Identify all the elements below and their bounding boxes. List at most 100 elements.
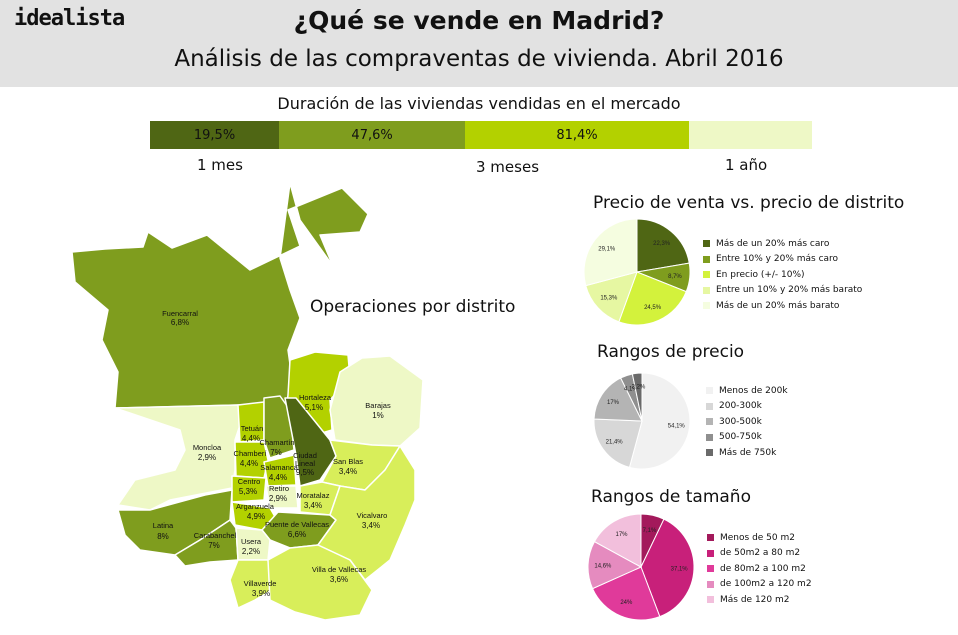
duration-segment: 81,4% [465,121,689,149]
pie3-value-label: 7,1% [643,528,657,534]
pie1-value-label: 8,7% [668,274,682,280]
pie1-title: Precio de venta vs. precio de distrito [593,193,905,213]
legend-swatch [706,418,713,426]
duration-segment: 19,5% [150,121,280,149]
legend-swatch [707,580,714,588]
label-ciudad-lineal-name-2: Lineal [295,459,315,468]
pie3-legend-item: de 80m2 a 100 m2 [707,561,812,577]
pie3-value-label: 14,6% [594,563,612,569]
header: idealista ¿Qué se vende en Madrid? Análi… [0,0,958,87]
label-retiro-value: 2,9% [269,494,287,503]
pie3-slice [591,566,661,621]
tick-3-meses: 3 meses [476,158,540,176]
district-ciudad-lineal [284,397,337,487]
legend-swatch [706,387,713,395]
label-moncloa-name: Moncloa [193,443,222,452]
label-carabanchel-name: Carabanchel [194,531,237,540]
label-villa-vallecas-name: Villa de Vallecas [312,565,367,574]
pie2-title: Rangos de precio [597,342,745,362]
legend-swatch [707,534,714,542]
label-villa-vallecas-value: 3,6% [330,575,348,584]
legend-swatch [703,255,710,263]
pie2-value-label: 4,1% [624,386,638,392]
pie2-value-label: 17% [607,400,620,406]
pie1-legend-item: Más de un 20% más barato [703,298,862,314]
duration-segment [688,121,812,149]
pie2-value-label: 21,4% [606,439,624,445]
legend-swatch [707,596,714,604]
label-latina-value: 8% [157,532,169,541]
label-san-blas-name: San Blas [333,457,363,466]
idealista-logo: idealista [14,6,125,31]
pie3-slice [593,513,642,568]
label-villaverde-name: Villaverde [244,579,277,588]
district-chamartin [263,395,295,459]
label-puente-vallecas-value: 6,6% [288,530,306,539]
label-usera-value: 2,2% [242,547,260,556]
duration-bar: 19,5% 47,6% 81,4% [150,121,812,149]
label-moratalaz-value: 3,4% [304,501,322,510]
label-ciudad-lineal-value: 9,5% [296,468,314,477]
pie2-legend: Menos de 200k 200-300k 300-500k 500-750k… [706,383,788,461]
legend-swatch [707,549,714,557]
pie3-legend: Menos de 50 m2 de 50m2 a 80 m2 de 80m2 a… [707,530,812,608]
pie2-slice [593,377,643,422]
legend-swatch [703,286,710,294]
label-tetuan-value: 4,4% [242,434,260,443]
pie3-legend-item: de 50m2 a 80 m2 [707,546,812,562]
pie3-title: Rangos de tamaño [591,487,751,507]
pie1-slice [618,271,687,326]
district-retiro [265,485,299,509]
district-barajas [329,355,424,447]
label-san-blas-value: 3,4% [339,467,357,476]
label-tetuan-name: Tetuán [241,424,264,433]
pie3-legend-item: de 100m2 a 120 m2 [707,577,812,593]
pie1-legend-item: En precio (+/- 10%) [703,267,862,283]
legend-swatch [706,449,713,457]
pie1-value-label: 24,5% [644,305,662,311]
label-villaverde-value: 3,9% [252,589,270,598]
district-usera [235,527,271,561]
label-moncloa-value: 2,9% [198,453,216,462]
duration-title: Duración de las viviendas vendidas en el… [277,94,681,113]
label-chamartin-value: 7% [270,448,282,457]
label-vicalvaro-value: 3,4% [362,521,380,530]
page-title: ¿Qué se vende en Madrid? [293,6,665,35]
pie1-value-label: 22,3% [653,241,671,247]
pie1-legend-item: Más de un 20% más caro [703,236,862,252]
pie1-value-label: 15,3% [600,296,618,302]
label-barajas-name: Barajas [365,401,391,410]
pie3-value-label: 24% [620,600,633,606]
district-villa-vallecas [267,544,373,621]
pie2-slice [631,372,643,422]
pie3-legend-item: Menos de 50 m2 [707,530,812,546]
pie3-value-label: 17% [616,532,629,538]
pie2-legend-item: Más de 750k [706,445,788,461]
label-salamanca-name: Salamanca [260,463,298,472]
pie1-value-label: 29,1% [598,247,616,253]
pie1-slice [585,271,638,323]
duration-segment: 47,6% [279,121,466,149]
label-hortaleza-name: Hortaleza [299,393,332,402]
pie2-slice [593,418,643,468]
pie1-slice [583,218,638,287]
tick-1-mes: 1 mes [197,156,243,174]
label-chamberi-value: 4,4% [240,459,258,468]
pie2-legend-item: 500-750k [706,430,788,446]
pie3-value-label: 37,1% [671,567,689,573]
label-puente-vallecas-name: Puente de Vallecas [265,520,329,529]
page-subtitle: Análisis de las compraventas de vivienda… [174,46,784,72]
pie2-value-label: 54,1% [668,424,686,430]
label-vicalvaro-name: Vicalvaro [357,511,388,520]
label-chamberi-name: Chamberí [234,449,268,458]
label-fuencarral-value: 6,8% [171,318,189,327]
label-usera-name: Usera [241,537,262,546]
label-centro-name: Centro [238,477,261,486]
label-fuencarral-name: Fuencarral [162,309,198,318]
pie1-legend: Más de un 20% más caro Entre 10% y 20% m… [703,236,862,314]
pie2-legend-item: 200-300k [706,399,788,415]
label-arganzuela-value: 4,9% [247,512,265,521]
label-salamanca-value: 4,4% [269,473,287,482]
pie1-legend-item: Entre 10% y 20% más caro [703,252,862,268]
